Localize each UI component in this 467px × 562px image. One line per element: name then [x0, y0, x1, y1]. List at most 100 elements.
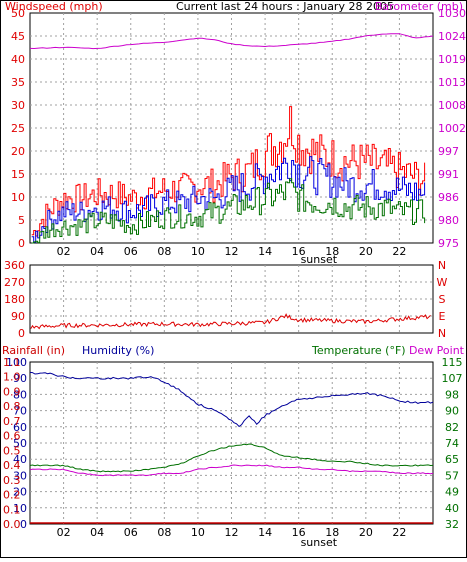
- temperature-tick-label: 82: [445, 421, 459, 434]
- temperature-tick-label: 49: [445, 486, 459, 499]
- rainfall-tick-label: 0.0: [3, 518, 21, 531]
- wind-tick-label: 50: [11, 7, 25, 20]
- wind-x-tick-label: 08: [157, 245, 171, 258]
- humidity-tick-label: 10: [13, 502, 27, 515]
- windspeed-axis-label: Windspeed (mph): [5, 0, 103, 13]
- wind-tick-label: 25: [11, 122, 25, 135]
- wind-tick-label: 15: [11, 168, 25, 181]
- barometer-tick-label: 986: [438, 191, 459, 204]
- humidity-x-tick-label: 22: [392, 526, 406, 539]
- rainfall-tick-label: 0.8: [3, 400, 21, 413]
- wind-x-tick-label: 18: [325, 245, 339, 258]
- rainfall-tick-label: 0.2: [3, 489, 21, 502]
- wind-tick-label: 5: [18, 214, 25, 227]
- barometer-tick-label: 975: [438, 237, 459, 250]
- rainfall-tick-label: 1.1: [3, 356, 21, 369]
- barometer-tick-label: 1002: [438, 122, 466, 135]
- humidity-x-tick-label: 08: [157, 526, 171, 539]
- humidity-x-tick-label: 12: [225, 526, 239, 539]
- temperature-line: [29, 443, 434, 473]
- humidity-tick-label: 80: [13, 388, 27, 401]
- direction-tick-label: 0: [18, 327, 25, 340]
- humidity-x-tick-label: 14: [258, 526, 272, 539]
- rainfall-tick-label: 0.7: [3, 415, 21, 428]
- wind-tick-label: 20: [11, 145, 25, 158]
- wind-tick-label: 0: [18, 237, 25, 250]
- rainfall-tick-label: 0.9: [3, 385, 21, 398]
- windspeed-gust-line: [31, 106, 426, 237]
- temperature-tick-label: 107: [442, 372, 463, 385]
- humidity-x-tick-label: 20: [359, 526, 373, 539]
- wind-tick-label: 35: [11, 76, 25, 89]
- barometer-tick-label: 997: [438, 145, 459, 158]
- wind-tick-label: 40: [11, 53, 25, 66]
- wind-tick-label: 45: [11, 30, 25, 43]
- humidity-line: [29, 371, 434, 428]
- temperature-tick-label: 74: [445, 437, 459, 450]
- windspeed-low-line: [31, 178, 426, 244]
- wind-x-tick-label: 14: [258, 245, 272, 258]
- temperature-tick-label: 65: [445, 453, 459, 466]
- humidity-tick-label: 30: [13, 469, 27, 482]
- rainfall-tick-label: 0.1: [3, 503, 21, 516]
- humidity-x-tick-label: 18: [325, 526, 339, 539]
- temperature-tick-label: 90: [445, 405, 459, 418]
- direction-tick-label: 270: [4, 276, 25, 289]
- humidity-tick-label: 70: [13, 405, 27, 418]
- dewpoint-axis-label: Dew Point: [409, 344, 465, 357]
- compass-tick-label: W: [437, 276, 448, 289]
- rainfall-tick-label: 0.3: [3, 474, 21, 487]
- rainfall-tick-label: 0.5: [3, 444, 21, 457]
- direction-tick-label: 180: [4, 293, 25, 306]
- wind-sunset-label: sunset: [301, 253, 338, 266]
- barometer-line: [29, 33, 434, 50]
- humidity-tick-label: 60: [13, 421, 27, 434]
- temperature-tick-label: 98: [445, 388, 459, 401]
- barometer-tick-label: 991: [438, 168, 459, 181]
- temperature-tick-label: 32: [445, 518, 459, 531]
- humidity-x-tick-label: 02: [57, 526, 71, 539]
- wind-x-tick-label: 06: [124, 245, 138, 258]
- rainfall-axis-label: Rainfall (in): [2, 344, 65, 357]
- direction-tick-label: 90: [11, 310, 25, 323]
- humidity-x-tick-label: 04: [90, 526, 104, 539]
- humidity-x-tick-label: 10: [191, 526, 205, 539]
- rainfall-tick-label: 0.6: [3, 430, 21, 443]
- barometer-tick-label: 1019: [438, 53, 466, 66]
- wind-x-tick-label: 16: [292, 245, 306, 258]
- barometer-tick-label: 1024: [438, 30, 466, 43]
- compass-tick-label: N: [438, 327, 446, 340]
- rainfall-tick-label: 1.0: [3, 371, 21, 384]
- barometer-axis-label: Barometer (mb): [375, 0, 463, 13]
- windspeed-average-line: [31, 156, 426, 243]
- direction-tick-label: 360: [4, 259, 25, 272]
- dewpoint-line: [29, 464, 434, 477]
- wind-tick-label: 10: [11, 191, 25, 204]
- temperature-tick-label: 57: [445, 469, 459, 482]
- rainfall-tick-label: 0.4: [3, 459, 21, 472]
- humidity-x-tick-label: 16: [292, 526, 306, 539]
- wind-x-tick-label: 10: [191, 245, 205, 258]
- barometer-tick-label: 1013: [438, 76, 466, 89]
- wind-x-tick-label: 20: [359, 245, 373, 258]
- wind-x-tick-label: 22: [392, 245, 406, 258]
- humidity-tick-label: 20: [13, 486, 27, 499]
- humidity-tick-label: 0: [20, 518, 27, 531]
- temperature-tick-label: 115: [442, 356, 463, 369]
- barometer-tick-label: 980: [438, 214, 459, 227]
- wind-x-tick-label: 04: [90, 245, 104, 258]
- wind-x-tick-label: 12: [225, 245, 239, 258]
- wind-tick-label: 30: [11, 99, 25, 112]
- compass-tick-label: N: [438, 259, 446, 272]
- barometer-tick-label: 1030: [438, 7, 466, 20]
- direction-line: [30, 313, 431, 330]
- humidity-x-tick-label: 06: [124, 526, 138, 539]
- humidity-sunset-label: sunset: [301, 536, 338, 549]
- chart-title: Current last 24 hours : January 28 2005: [176, 0, 394, 13]
- humidity-axis-label: Humidity (%): [82, 344, 154, 357]
- temperature-axis-label: Temperature (°F): [311, 344, 406, 357]
- humidity-tick-label: 40: [13, 453, 27, 466]
- compass-tick-label: S: [439, 293, 446, 306]
